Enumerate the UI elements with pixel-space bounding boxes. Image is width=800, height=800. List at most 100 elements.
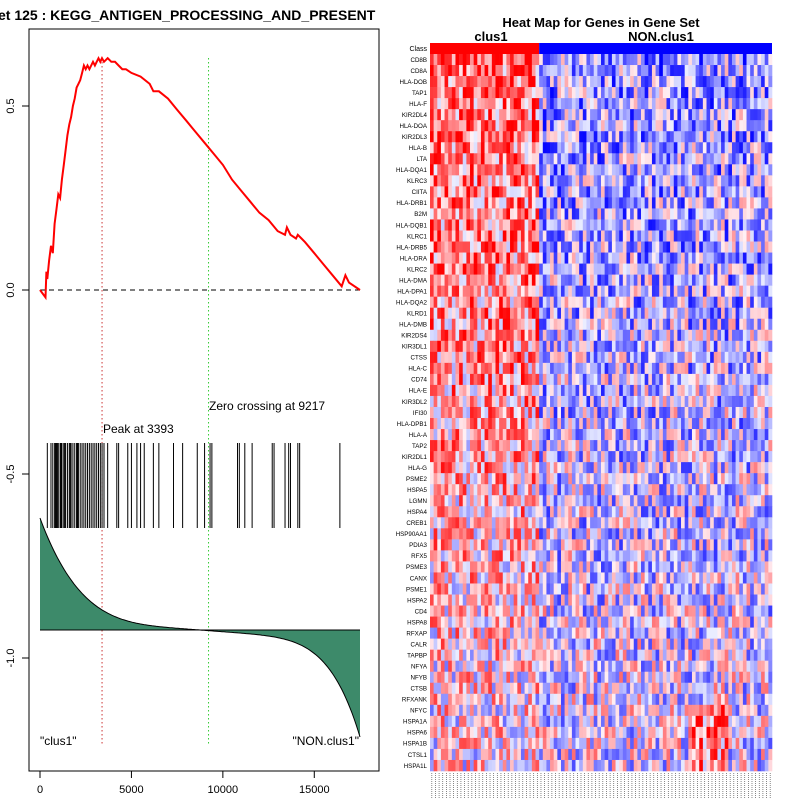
heatmap-cell [528,109,533,121]
heatmap-cell [761,131,766,143]
heatmap-cell [517,539,522,551]
heatmap-cell [691,87,696,99]
gene-label: CTSB [410,686,427,693]
heatmap-cell [539,495,544,507]
heatmap-cell [499,120,504,132]
heatmap-cell [528,274,533,286]
heatmap-cell [739,296,744,309]
heatmap-cell [444,418,449,430]
heatmap-cell [430,495,434,507]
heatmap-cell [571,418,576,430]
heatmap-cell [582,175,587,187]
heatmap-cell [644,230,649,242]
heatmap-cell [520,241,525,253]
heatmap-cell [710,561,715,573]
heatmap-cell [579,495,584,507]
heatmap-cell [506,153,511,165]
heatmap-cell [662,54,667,66]
heatmap-cell [641,230,645,242]
heatmap-cell [451,54,456,66]
heatmap-cell [510,54,514,66]
heatmap-cell [477,451,482,463]
heatmap-cell [666,418,671,430]
heatmap-cell [495,252,500,264]
heatmap-cell [619,219,624,231]
heatmap-cell [451,583,456,595]
heatmap-cell [582,263,587,275]
heatmap-cell [430,142,434,154]
heatmap-cell [502,451,507,463]
heatmap-cell [655,175,660,187]
heatmap-cell [550,142,554,154]
heatmap-cell [495,296,500,309]
heatmap-cell [510,296,514,309]
heatmap-cell [575,274,580,286]
heatmap-cell [557,539,562,551]
heatmap-cell [575,418,580,430]
heatmap-cell [619,274,624,286]
heatmap-cell [444,528,449,540]
heatmap-cell [633,550,638,562]
heatmap-cell [768,230,773,242]
heatmap-cell [724,230,729,242]
heatmap-cell [604,594,609,606]
heatmap-cell [724,550,729,562]
heatmap-cell [615,528,620,540]
heatmap-cell [608,230,613,242]
heatmap-cell [531,318,536,331]
heatmap-cell [459,594,464,606]
heatmap-cell [488,605,493,617]
heatmap-cell [502,186,507,198]
heatmap-cell [546,517,551,529]
heatmap-cell [430,153,434,165]
gene-label: HLA-DOB [399,79,427,86]
heatmap-cell [659,76,664,88]
heatmap-cell [459,54,464,66]
heatmap-cell [528,594,533,606]
heatmap-cell [542,208,547,220]
heatmap-cell [455,539,460,551]
heatmap-cell [648,473,653,485]
heatmap-cell [480,605,485,617]
heatmap-cell [491,307,496,320]
heatmap-cell [637,296,642,309]
heatmap-cell [550,131,554,143]
heatmap-cell [495,528,500,540]
heatmap-cell [550,54,554,66]
heatmap-cell [430,594,434,606]
heatmap-cell [506,54,511,66]
heatmap-cell [517,418,522,430]
heatmap-cell [510,76,514,88]
heatmap-cell [757,164,762,176]
heatmap-cell [550,98,554,110]
heatmap-cell [721,539,725,551]
heatmap-cell [611,451,616,463]
heatmap-cell [546,418,551,430]
heatmap-cell [670,406,675,419]
heatmap-cell [466,120,471,132]
heatmap-cell [611,594,616,606]
heatmap-cell [470,230,474,242]
heatmap-cell [568,241,573,253]
heatmap-cell [648,164,653,176]
heatmap-cell [735,473,740,485]
heatmap-cell [550,418,554,430]
heatmap-cell [451,208,456,220]
heatmap-cell [502,384,507,397]
heatmap-cell [553,583,558,595]
heatmap-cell [571,395,576,408]
heatmap-cell [739,373,744,386]
heatmap-cell [721,208,725,220]
heatmap-cell [466,230,471,242]
heatmap-cell [688,484,693,496]
heatmap-cell [688,197,693,209]
heatmap-cell [459,197,464,209]
heatmap-cell [579,241,584,253]
heatmap-cell [731,550,736,562]
heatmap-cell [688,98,693,110]
heatmap-cell [608,594,613,606]
heatmap-cell [542,109,547,121]
heatmap-cell [444,65,449,77]
gene-labels: CD8BCD8AHLA-DOBTAP1HLA-FKIR2DL4HLA-DOAKI… [396,57,428,770]
heatmap-cell [473,594,478,606]
